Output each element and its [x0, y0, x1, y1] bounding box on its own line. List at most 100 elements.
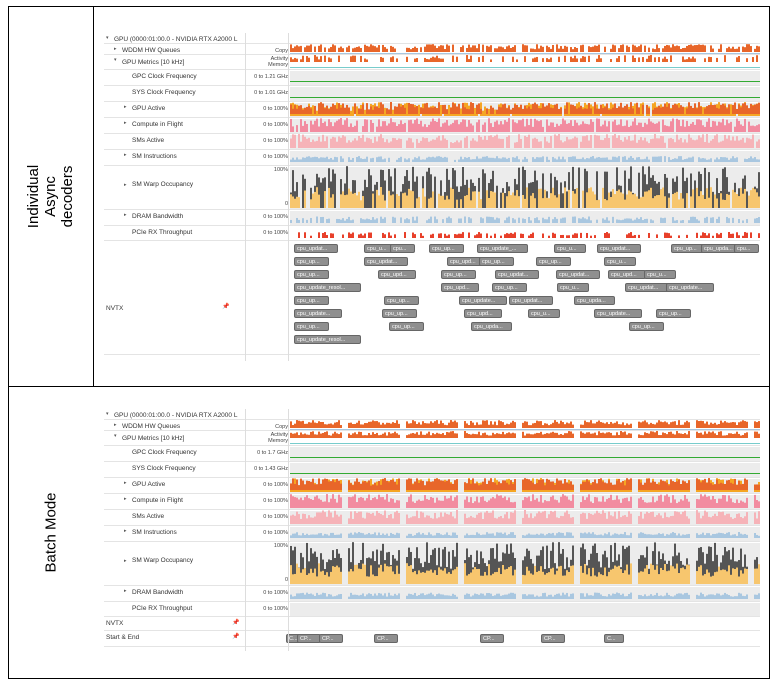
nvtx-range[interactable]: cpu_updat...: [509, 296, 554, 305]
track-row-metrics[interactable]: ▾ GPU Metrics [10 kHz] Activity Memory: [104, 431, 760, 446]
track-row-instr[interactable]: ▸ SM Instructions 0 to 100%: [104, 526, 760, 542]
track-row-clock[interactable]: SYS Clock Frequency 0 to 1.01 GHz: [104, 86, 760, 102]
track-row-wddm[interactable]: ▸ WDDM HW Queues Copy: [104, 420, 760, 431]
nvtx-range[interactable]: cpu_u...: [554, 244, 586, 253]
track-row-pcie[interactable]: PCIe RX Throughput 0 to 100%: [104, 602, 760, 617]
track-row-nvtx2[interactable]: NVTX 📌: [104, 617, 760, 631]
nvtx-range[interactable]: cpu_updat...: [625, 283, 670, 292]
expand-arrow-icon[interactable]: ▸: [124, 558, 127, 564]
track-row-instr[interactable]: ▸ SM Instructions 0 to 100%: [104, 150, 760, 166]
track-row-metrics[interactable]: ▾ GPU Metrics [10 kHz] Activity Memory: [104, 55, 760, 70]
metric-bar: [588, 46, 590, 52]
nvtx-range[interactable]: cpu_updat...: [294, 244, 339, 253]
nvtx-range[interactable]: cpu_u...: [557, 283, 589, 292]
track-row-nvtx[interactable]: NVTX 📌 cpu_updat... cpu_u... cpu... cpu_up...…: [104, 241, 760, 355]
nvtx-range[interactable]: cpu_up...: [492, 283, 527, 292]
nvtx-range[interactable]: cpu_updat...: [556, 270, 601, 279]
nvtx-range[interactable]: cpu_upd...: [608, 270, 646, 279]
expand-arrow-icon[interactable]: ▸: [124, 528, 127, 534]
expand-arrow-icon[interactable]: ▸: [114, 422, 117, 428]
nvtx-range[interactable]: cpu_updat...: [597, 244, 642, 253]
track-row-clock[interactable]: GPC Clock Frequency 0 to 1.7 GHz: [104, 446, 760, 462]
nvtx-range[interactable]: cpu_updat...: [364, 257, 409, 266]
track-row-pcie[interactable]: PCIe RX Throughput 0 to 100%: [104, 226, 760, 241]
pin-icon[interactable]: 📌: [232, 634, 240, 640]
column-divider[interactable]: [245, 409, 246, 651]
pin-icon[interactable]: 📌: [232, 620, 240, 626]
column-divider[interactable]: [245, 33, 246, 361]
nvtx-range[interactable]: cpu_up...: [384, 296, 419, 305]
expand-arrow-icon[interactable]: ▸: [124, 496, 127, 502]
start-end-range[interactable]: CP...: [297, 634, 321, 643]
nvtx-range[interactable]: cpu_up...: [389, 322, 424, 331]
track-row-sms[interactable]: SMs Active 0 to 100%: [104, 510, 760, 526]
nvtx-range[interactable]: cpu_updat...: [495, 270, 540, 279]
metric-bar: [554, 420, 556, 428]
nvtx-range[interactable]: cpu_up...: [294, 322, 329, 331]
nvtx-range[interactable]: cpu_up...: [294, 296, 329, 305]
expand-arrow-icon[interactable]: ▸: [124, 120, 127, 126]
expand-arrow-icon[interactable]: ▸: [114, 46, 117, 52]
start-end-range[interactable]: CP...: [480, 634, 504, 643]
nvtx-range[interactable]: cpu...: [734, 244, 760, 253]
metric-bar: [596, 135, 598, 148]
nvtx-range[interactable]: cpu...: [390, 244, 416, 253]
track-row-active[interactable]: ▸ GPU Active 0 to 100%: [104, 102, 760, 118]
track-row-compute[interactable]: ▸ Compute in Flight 0 to 100%: [104, 118, 760, 134]
track-row-startend[interactable]: Start & End 📌 C... CP... CP... CP... CP... CP..…: [104, 631, 760, 647]
track-row-header[interactable]: ▾ GPU (0000:01:00.0 - NVIDIA RTX A2000 L: [104, 409, 760, 420]
nvtx-range[interactable]: cpu_update_resol...: [294, 335, 361, 344]
track-row-warp[interactable]: ▸ SM Warp Occupancy 100% 0: [104, 166, 760, 210]
expand-arrow-icon[interactable]: ▸: [124, 152, 127, 158]
collapse-arrow-icon[interactable]: ▾: [106, 411, 109, 417]
track-row-clock[interactable]: SYS Clock Frequency 0 to 1.43 GHz: [104, 462, 760, 478]
nvtx-range[interactable]: cpu_up...: [479, 257, 514, 266]
nvtx-range[interactable]: cpu_up...: [656, 309, 691, 318]
track-row-dram[interactable]: ▸ DRAM Bandwidth 0 to 100%: [104, 210, 760, 226]
expand-arrow-icon[interactable]: ▸: [124, 480, 127, 486]
track-row-header[interactable]: ▾ GPU (0000:01:00.0 - NVIDIA RTX A2000 L: [104, 33, 760, 44]
nvtx-range[interactable]: cpu_up...: [382, 309, 417, 318]
track-row-dram[interactable]: ▸ DRAM Bandwidth 0 to 100%: [104, 586, 760, 602]
start-end-range[interactable]: C...: [604, 634, 624, 643]
track-row-sms[interactable]: SMs Active 0 to 100%: [104, 134, 760, 150]
collapse-arrow-icon[interactable]: ▾: [114, 57, 117, 63]
nvtx-range[interactable]: cpu_upda...: [574, 296, 616, 305]
nvtx-range[interactable]: cpu_upda...: [471, 322, 513, 331]
start-end-range[interactable]: CP...: [374, 634, 398, 643]
expand-arrow-icon[interactable]: ▸: [124, 588, 127, 594]
nvtx-range[interactable]: cpu_up...: [429, 244, 464, 253]
collapse-arrow-icon[interactable]: ▾: [114, 433, 117, 439]
nvtx-range[interactable]: cpu_update...: [459, 296, 507, 305]
nvtx-range[interactable]: cpu_up...: [629, 322, 664, 331]
column-divider[interactable]: [288, 33, 289, 361]
pin-icon[interactable]: 📌: [222, 304, 230, 310]
nvtx-range[interactable]: cpu_up...: [536, 257, 571, 266]
track-row-clock[interactable]: GPC Clock Frequency 0 to 1.21 GHz: [104, 70, 760, 86]
column-divider[interactable]: [288, 409, 289, 651]
nvtx-range[interactable]: cpu_up...: [441, 270, 476, 279]
nvtx-range[interactable]: cpu_up...: [294, 257, 329, 266]
track-row-warp[interactable]: ▸ SM Warp Occupancy 100% 0: [104, 542, 760, 586]
nvtx-range[interactable]: cpu_u...: [644, 270, 676, 279]
track-row-wddm[interactable]: ▸ WDDM HW Queues Copy: [104, 44, 760, 55]
nvtx-range[interactable]: cpu_upd...: [441, 283, 479, 292]
nvtx-range[interactable]: cpu_upd...: [464, 309, 502, 318]
nvtx-range[interactable]: cpu_upd...: [378, 270, 416, 279]
expand-arrow-icon[interactable]: ▸: [124, 104, 127, 110]
track-row-active[interactable]: ▸ GPU Active 0 to 100%: [104, 478, 760, 494]
nvtx-range[interactable]: cpu_up...: [294, 270, 329, 279]
expand-arrow-icon[interactable]: ▸: [124, 182, 127, 188]
nvtx-range[interactable]: cpu_update...: [594, 309, 642, 318]
track-row-compute[interactable]: ▸ Compute in Flight 0 to 100%: [104, 494, 760, 510]
nvtx-range[interactable]: cpu_update...: [294, 309, 342, 318]
nvtx-range[interactable]: cpu_u...: [528, 309, 560, 318]
nvtx-range[interactable]: cpu_u...: [604, 257, 636, 266]
start-end-range[interactable]: CP...: [541, 634, 565, 643]
start-end-range[interactable]: CP...: [319, 634, 343, 643]
nvtx-range[interactable]: cpu_update...: [666, 283, 714, 292]
nvtx-range[interactable]: cpu_update_resol...: [294, 283, 361, 292]
nvtx-range[interactable]: cpu_update_...: [477, 244, 528, 253]
collapse-arrow-icon[interactable]: ▾: [106, 35, 109, 41]
expand-arrow-icon[interactable]: ▸: [124, 212, 127, 218]
